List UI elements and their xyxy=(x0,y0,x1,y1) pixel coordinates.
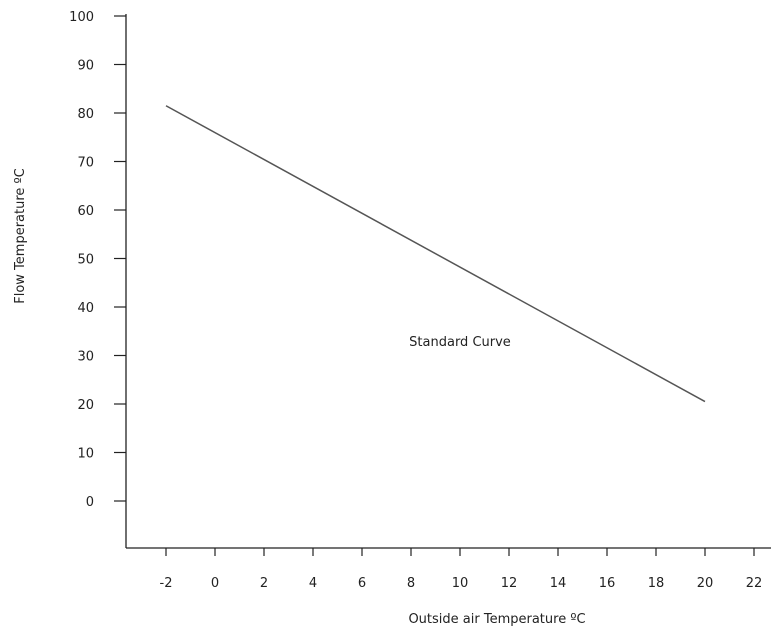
x-tick-label: 0 xyxy=(211,576,219,591)
annotation-label: Standard Curve xyxy=(409,335,511,350)
y-axis-title: Flow Temperature ºC xyxy=(13,168,28,304)
x-tick-label: 22 xyxy=(746,576,763,591)
series-line-0 xyxy=(165,105,706,403)
x-tick-label: -2 xyxy=(160,576,173,591)
y-tick-label: 70 xyxy=(77,156,94,171)
y-tick-label: 50 xyxy=(77,253,94,268)
y-tick-label: 30 xyxy=(77,350,94,365)
y-tick-label: 90 xyxy=(77,59,94,74)
y-tick-label: 60 xyxy=(77,204,94,219)
y-tick-label: 10 xyxy=(77,447,94,462)
x-tick-label: 6 xyxy=(358,576,366,591)
x-tick-label: 2 xyxy=(260,576,268,591)
series-layer xyxy=(165,105,706,403)
y-tick-label: 0 xyxy=(86,495,94,510)
y-tick-label: 80 xyxy=(77,107,94,122)
x-axis-ticks: -2 0 2 4 6 8 10 12 14 16 18 20 22 xyxy=(160,548,763,591)
x-tick-label: 20 xyxy=(697,576,714,591)
y-tick-label: 20 xyxy=(77,398,94,413)
axes xyxy=(125,14,771,549)
x-tick-label: 8 xyxy=(407,576,415,591)
x-tick-label: 12 xyxy=(501,576,518,591)
x-tick-label: 4 xyxy=(309,576,317,591)
x-tick-label: 18 xyxy=(648,576,665,591)
y-tick-label: 100 xyxy=(69,10,94,25)
x-axis-title: Outside air Temperature ºC xyxy=(408,612,585,627)
x-tick-label: 16 xyxy=(599,576,616,591)
x-tick-label: 14 xyxy=(550,576,567,591)
annotations-layer: Standard Curve xyxy=(409,335,511,350)
y-axis-ticks: 0 10 20 30 40 50 60 70 80 90 100 xyxy=(69,10,126,510)
x-tick-label: 10 xyxy=(452,576,469,591)
y-tick-label: 40 xyxy=(77,301,94,316)
